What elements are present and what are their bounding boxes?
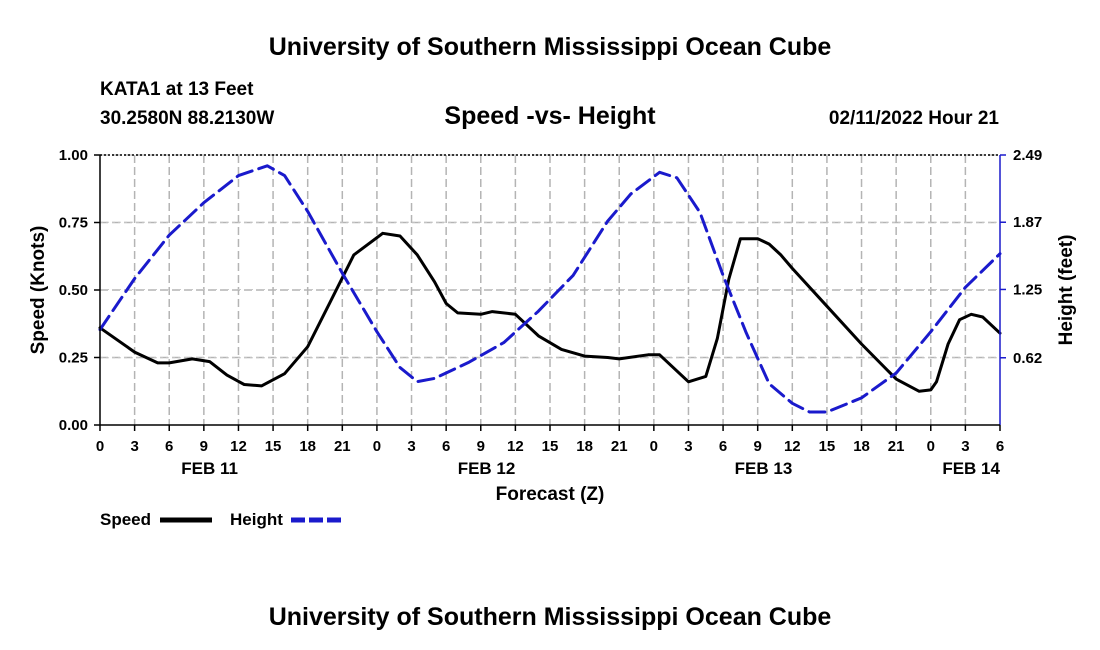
x-tick-label: 18 [576, 438, 593, 455]
grid [100, 154, 1000, 425]
legend-label-height: Height [230, 510, 283, 529]
station-name: KATA1 at 13 Feet [100, 79, 254, 100]
legend: Speed Height [100, 510, 343, 529]
x-tick-label: 9 [200, 438, 208, 455]
x-tick-label: 21 [334, 438, 351, 455]
forecast-timestamp: 02/11/2022 Hour 21 [829, 108, 999, 129]
x-tick-label: 3 [684, 438, 692, 455]
x-axis-label: Forecast (Z) [496, 484, 605, 505]
series-line-height [98, 164, 1002, 414]
x-tick-label: 3 [961, 438, 969, 455]
x-tick-label: 21 [611, 438, 628, 455]
date-label: FEB 13 [735, 459, 793, 478]
x-tick-label: 3 [407, 438, 415, 455]
page-title: University of Southern Mississippi Ocean… [269, 33, 832, 61]
x-tick-label: 12 [784, 438, 801, 455]
x-tick-label: 0 [650, 438, 658, 455]
x-tick-label: 12 [230, 438, 247, 455]
x-tick-label: 9 [754, 438, 762, 455]
footer-title: University of Southern Mississippi Ocean… [269, 603, 832, 631]
legend-label-speed: Speed [100, 510, 151, 529]
y-tick-label: 0.75 [59, 215, 88, 232]
x-tick-label: 0 [373, 438, 381, 455]
x-tick-label: 0 [927, 438, 935, 455]
y2-tick-label: 0.62 [1013, 350, 1042, 367]
x-tick-label: 6 [442, 438, 450, 455]
series-layer [98, 164, 1002, 414]
x-tick-label: 6 [165, 438, 173, 455]
chart-title: Speed -vs- Height [444, 102, 656, 130]
y-tick-label: 0.50 [59, 282, 88, 299]
x-tick-label: 9 [477, 438, 485, 455]
x-tick-label: 21 [888, 438, 905, 455]
y2-tick-label: 1.25 [1013, 281, 1042, 298]
date-label: FEB 12 [458, 459, 516, 478]
x-tick-label: 0 [96, 438, 104, 455]
y2-tick-label: 1.87 [1013, 214, 1042, 231]
y2-tick-label: 2.49 [1013, 147, 1042, 164]
station-coords: 30.2580N 88.2130W [100, 108, 274, 129]
y-tick-label: 0.00 [59, 417, 88, 434]
date-label: FEB 11 [181, 459, 238, 478]
x-tick-label: 6 [996, 438, 1004, 455]
y-tick-label: 1.00 [59, 147, 88, 164]
x-tick-label: 3 [130, 438, 138, 455]
x-tick-label: 6 [719, 438, 727, 455]
y-tick-label: 0.25 [59, 350, 88, 367]
x-tick-label: 18 [299, 438, 316, 455]
x-tick-label: 15 [265, 438, 282, 455]
date-label: FEB 14 [942, 459, 1000, 478]
y2-axis-label: Height (feet) [1056, 235, 1077, 346]
x-tick-label: 18 [853, 438, 870, 455]
x-tick-label: 15 [542, 438, 559, 455]
x-tick-label: 12 [507, 438, 524, 455]
y-axis-label: Speed (Knots) [28, 226, 49, 355]
x-tick-label: 15 [819, 438, 836, 455]
series-line-speed [98, 231, 1002, 393]
axes: 0 3 6 9 12 15 18 21 0 3 6 9 12 15 18 21 0 3 6 9 12 15 18 21 0 3 6F… [59, 147, 1042, 478]
